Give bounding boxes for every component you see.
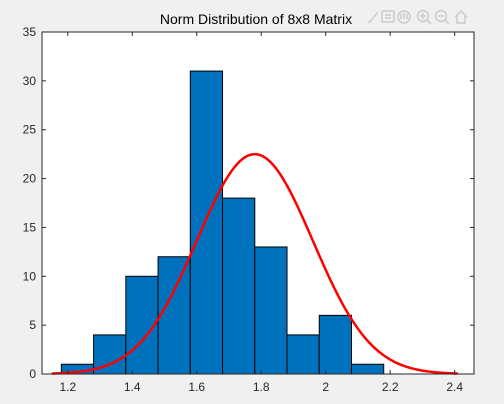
y-tick-label: 5 (29, 318, 36, 332)
home-icon[interactable] (454, 10, 468, 24)
histogram-bar (189, 70, 224, 375)
y-tick-label: 25 (23, 123, 37, 137)
fit-curve-line (51, 152, 458, 375)
y-tick-label: 10 (23, 269, 37, 283)
y-tick-label: 0 (29, 367, 36, 381)
histogram-bar (157, 256, 191, 375)
y-tick-label: 15 (23, 220, 37, 234)
histogram-bar (286, 334, 320, 375)
axes-box (41, 31, 475, 375)
histogram-bars (60, 70, 385, 375)
histogram-bar (350, 363, 385, 375)
chart-title: Norm Distribution of 8x8 Matrix (160, 11, 352, 27)
x-tick-label: 2.4 (446, 380, 463, 394)
x-tick-label: 1.4 (124, 380, 141, 394)
x-axis: 1.2 1.4 1.6 1.8 2 2.2 2.4 (59, 32, 463, 394)
x-tick-label: 1.2 (59, 380, 76, 394)
y-tick-label: 20 (23, 172, 37, 186)
y-axis: 0 5 10 15 20 25 30 35 (23, 25, 474, 381)
x-tick-label: 2.2 (382, 380, 399, 394)
x-tick-label: 2 (322, 380, 329, 394)
brush-icon[interactable] (367, 11, 379, 24)
histogram-bar (254, 246, 288, 375)
zoom-out-icon[interactable] (434, 9, 450, 25)
data-tips-icon[interactable] (381, 10, 395, 23)
fit-curve-group (51, 152, 458, 375)
toolbar (367, 9, 468, 25)
y-tick-label: 35 (23, 25, 37, 39)
y-tick-label: 30 (23, 74, 37, 88)
pan-hand-icon[interactable] (397, 10, 411, 24)
histogram-bar (222, 197, 256, 375)
x-tick-label: 1.8 (253, 380, 270, 394)
histogram-bar (318, 314, 352, 375)
x-tick-label: 1.6 (188, 380, 205, 394)
zoom-in-icon[interactable] (416, 9, 432, 25)
